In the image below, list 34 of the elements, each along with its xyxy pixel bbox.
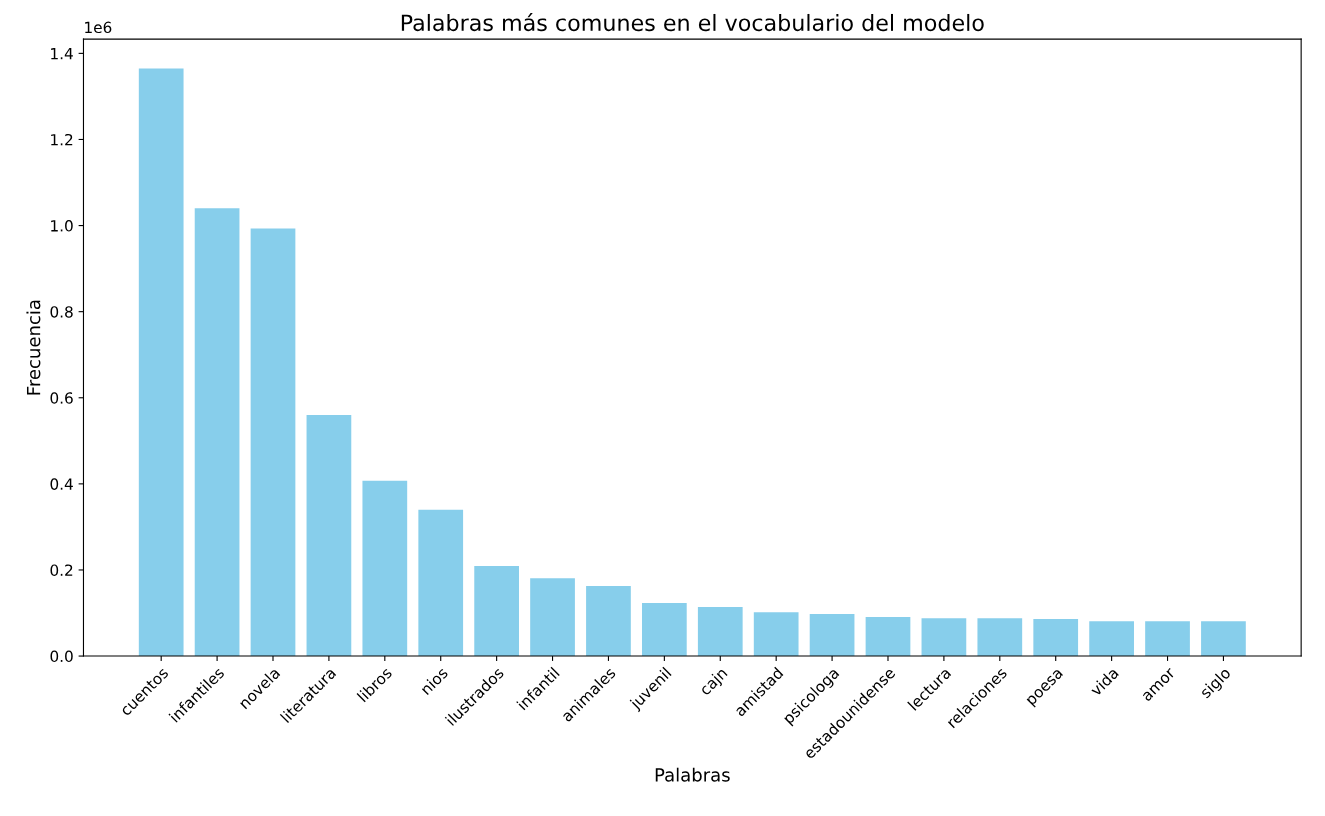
- bar: [1145, 621, 1190, 657]
- bar: [138, 68, 184, 657]
- bar: [362, 480, 408, 657]
- bar: [697, 606, 743, 657]
- chart-title: Palabras más comunes en el vocabulario del modelo: [401, 13, 984, 32]
- y-tick-label: 1.0: [51, 220, 73, 232]
- bar: [418, 509, 464, 657]
- bar: [753, 612, 799, 657]
- bar: [194, 208, 240, 657]
- y-tick-label: 1.2: [51, 133, 73, 146]
- x-tick-label: vida: [1089, 666, 1119, 697]
- bar: [474, 566, 519, 657]
- bar: [977, 618, 1023, 657]
- bar: [250, 228, 296, 657]
- x-axis-title: Palabras: [655, 767, 730, 782]
- bar: [1089, 621, 1134, 657]
- bar: [530, 578, 575, 657]
- y-tick-label: 0.0: [50, 650, 73, 663]
- bar: [865, 616, 911, 657]
- bar: [1033, 619, 1079, 657]
- bar: [1201, 621, 1246, 657]
- bar: [921, 618, 967, 657]
- y-tick-label: 0.2: [50, 564, 73, 576]
- bar: [586, 585, 631, 657]
- bar: [306, 414, 352, 657]
- bar: [809, 613, 855, 657]
- y-tick-label: 1.4: [51, 48, 73, 60]
- y-tick-label: 0.6: [50, 392, 73, 404]
- text: 1e6: [85, 21, 112, 34]
- x-tick-label: cajn: [698, 666, 730, 699]
- y-tick-label: 0.8: [50, 306, 73, 318]
- y-tick-label: 0.4: [50, 478, 73, 490]
- bar: [642, 603, 687, 657]
- y-axis-title: Frecuencia: [26, 300, 41, 395]
